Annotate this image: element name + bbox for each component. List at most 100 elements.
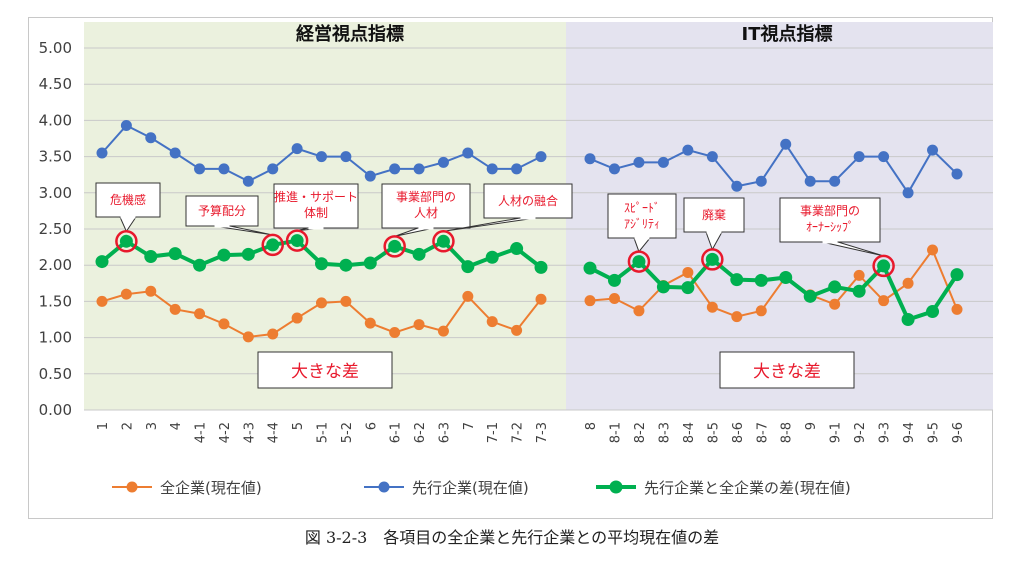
difference-point: [803, 289, 817, 303]
difference-point: [412, 247, 426, 261]
difference-point: [266, 238, 280, 252]
difference-point: [901, 313, 915, 326]
x-tick-label: 9-2: [853, 422, 868, 443]
callout-label: 予算配分: [198, 203, 246, 218]
difference-point: [926, 305, 940, 319]
difference-point: [828, 280, 842, 294]
leading-companies-point: [96, 147, 108, 159]
x-tick-label: 4-4: [267, 422, 282, 443]
region-title-management: 経営視点指標: [296, 23, 404, 45]
x-tick-label: 7-3: [535, 422, 550, 443]
all-companies-point: [462, 290, 474, 302]
all-companies-point: [682, 266, 694, 278]
y-tick-label: 4.00: [39, 111, 72, 129]
difference-point: [510, 242, 524, 256]
difference-point: [388, 239, 402, 253]
difference-point: [119, 234, 133, 248]
x-tick-label: 5: [291, 422, 306, 430]
legend-leading-companies-label: 先行企業(現在値): [412, 479, 529, 497]
highlight-circle: [261, 233, 284, 257]
all-companies-point: [633, 305, 645, 317]
callout-box: [185, 195, 259, 227]
x-tick-label: 6-1: [389, 422, 404, 443]
leading-companies-point: [267, 163, 279, 175]
leading-companies-point: [755, 175, 767, 187]
x-tick-label: 8-1: [608, 422, 623, 443]
leading-companies-series-line: [589, 142, 958, 195]
all-companies-point: [145, 285, 157, 297]
highlight-circle: [872, 254, 895, 278]
difference-point: [168, 247, 182, 261]
x-tick-label: 6-2: [413, 422, 428, 443]
x-tick-label: 8-5: [706, 422, 721, 443]
large-gap-label-box: [719, 351, 855, 389]
callout-label: 推進・サポート: [274, 190, 358, 204]
difference-point: [339, 258, 353, 272]
callout-box: [273, 183, 359, 229]
y-tick-label: 2.50: [39, 220, 72, 238]
leading-companies-point: [878, 151, 890, 163]
callout-tail-joint: [214, 224, 230, 228]
difference-point: [632, 255, 646, 269]
x-tick-label: 9-1: [829, 422, 844, 443]
leading-companies-point: [340, 151, 352, 163]
difference-point: [436, 234, 450, 248]
leading-companies-point: [291, 143, 303, 155]
all-companies-point: [96, 295, 108, 307]
callout-box: [683, 197, 745, 233]
leading-companies-point: [608, 163, 620, 175]
leading-companies-point: [145, 132, 157, 144]
difference-point: [290, 234, 304, 248]
leading-companies-point: [389, 163, 401, 175]
callout-label: ｵｰﾅｰｼｯﾌﾟ: [806, 220, 854, 234]
highlight-circle: [383, 235, 406, 258]
all-companies-point: [853, 269, 865, 281]
all-companies-point: [731, 311, 743, 323]
x-tick-label: 8-2: [633, 422, 648, 443]
leading-companies-point: [242, 175, 254, 187]
leading-companies-point: [486, 163, 498, 175]
leading-companies-point: [194, 163, 206, 175]
x-tick-label: 9-4: [902, 422, 917, 443]
leading-companies-point: [657, 156, 669, 168]
leading-companies-point: [682, 144, 694, 156]
leading-companies-point: [853, 151, 865, 163]
y-tick-label: 3.00: [39, 184, 72, 202]
all-companies-point: [486, 316, 498, 328]
all-companies-point: [511, 324, 523, 336]
y-tick-label: 2.00: [39, 256, 72, 274]
difference-point: [730, 273, 744, 287]
difference-point: [656, 280, 670, 294]
x-tick-label: 8-3: [657, 422, 672, 443]
callout-box: [381, 183, 471, 229]
highlight-circle: [627, 250, 651, 273]
all-companies-point: [535, 293, 547, 305]
x-tick-label: 5-2: [340, 422, 355, 443]
leading-companies-point: [364, 170, 376, 182]
callout-box: [607, 193, 677, 239]
difference-point: [681, 281, 695, 295]
callout-box: [483, 183, 573, 219]
callout-box: [779, 197, 881, 243]
callout-label: ｽﾋﾟｰﾄﾞ: [624, 201, 660, 215]
y-tick-label: 1.50: [39, 292, 72, 310]
leading-companies-point: [169, 147, 181, 159]
difference-point: [852, 284, 866, 298]
leading-companies-point: [413, 163, 425, 175]
y-tick-label: 1.00: [39, 329, 72, 347]
leading-companies-point: [951, 168, 963, 180]
x-tick-label: 7-2: [511, 422, 526, 443]
all-companies-point: [291, 312, 303, 324]
callout-label: ｱｼﾞﾘﾃｨ: [624, 217, 660, 231]
callout-tail-joint: [822, 240, 838, 244]
leading-companies-point: [584, 153, 596, 165]
all-companies-point: [316, 297, 327, 309]
leading-companies-point: [927, 144, 939, 156]
all-companies-point: [242, 331, 254, 343]
all-companies-point: [829, 298, 841, 310]
all-companies-point: [755, 305, 767, 317]
all-companies-point: [437, 325, 449, 337]
x-tick-label: 9-5: [927, 422, 942, 443]
highlight-circle: [701, 248, 724, 271]
difference-series-line: [589, 256, 959, 322]
